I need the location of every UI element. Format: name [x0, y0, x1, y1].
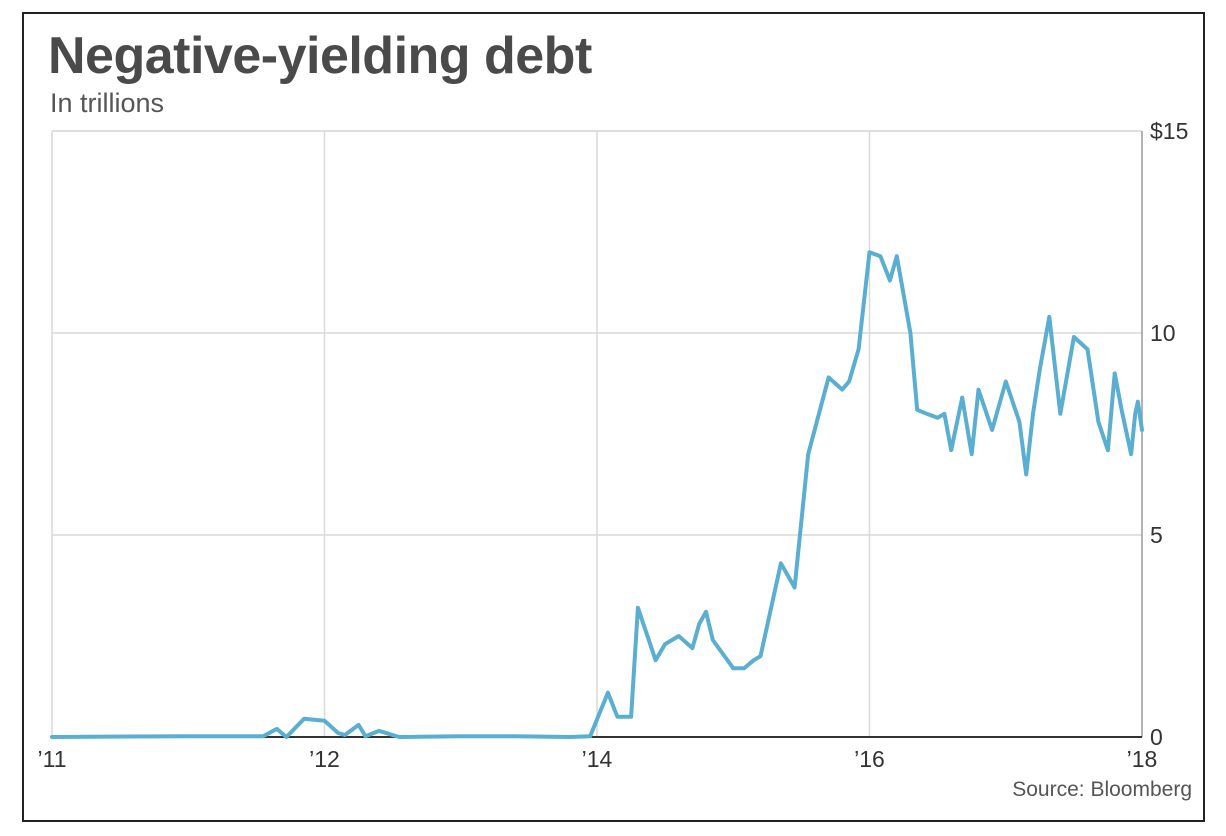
x-tick-label: ’18: [1127, 746, 1158, 772]
gridlines: [52, 130, 1142, 737]
chart-frame: [22, 12, 1205, 822]
x-tick-label: ’14: [582, 746, 613, 772]
chart-title: Negative-yielding debt: [48, 27, 592, 85]
tick-labels: 0 5 10 $15 ’11 ’12 ’14 ’16 ’18: [38, 118, 1189, 772]
y-tick-label: 0: [1150, 724, 1163, 750]
y-tick-label: 5: [1150, 522, 1163, 548]
x-tick-label: ’16: [854, 746, 885, 772]
y-tick-label: $15: [1150, 118, 1188, 144]
series-line: [50, 250, 1144, 739]
source-note: Source: Bloomberg: [1012, 778, 1192, 801]
y-tick-label: 10: [1150, 320, 1176, 346]
x-tick-label: ’11: [38, 746, 67, 772]
x-tick-label: ’12: [309, 746, 340, 772]
series-layer: [50, 250, 1144, 739]
chart-subtitle: In trillions: [50, 88, 165, 118]
